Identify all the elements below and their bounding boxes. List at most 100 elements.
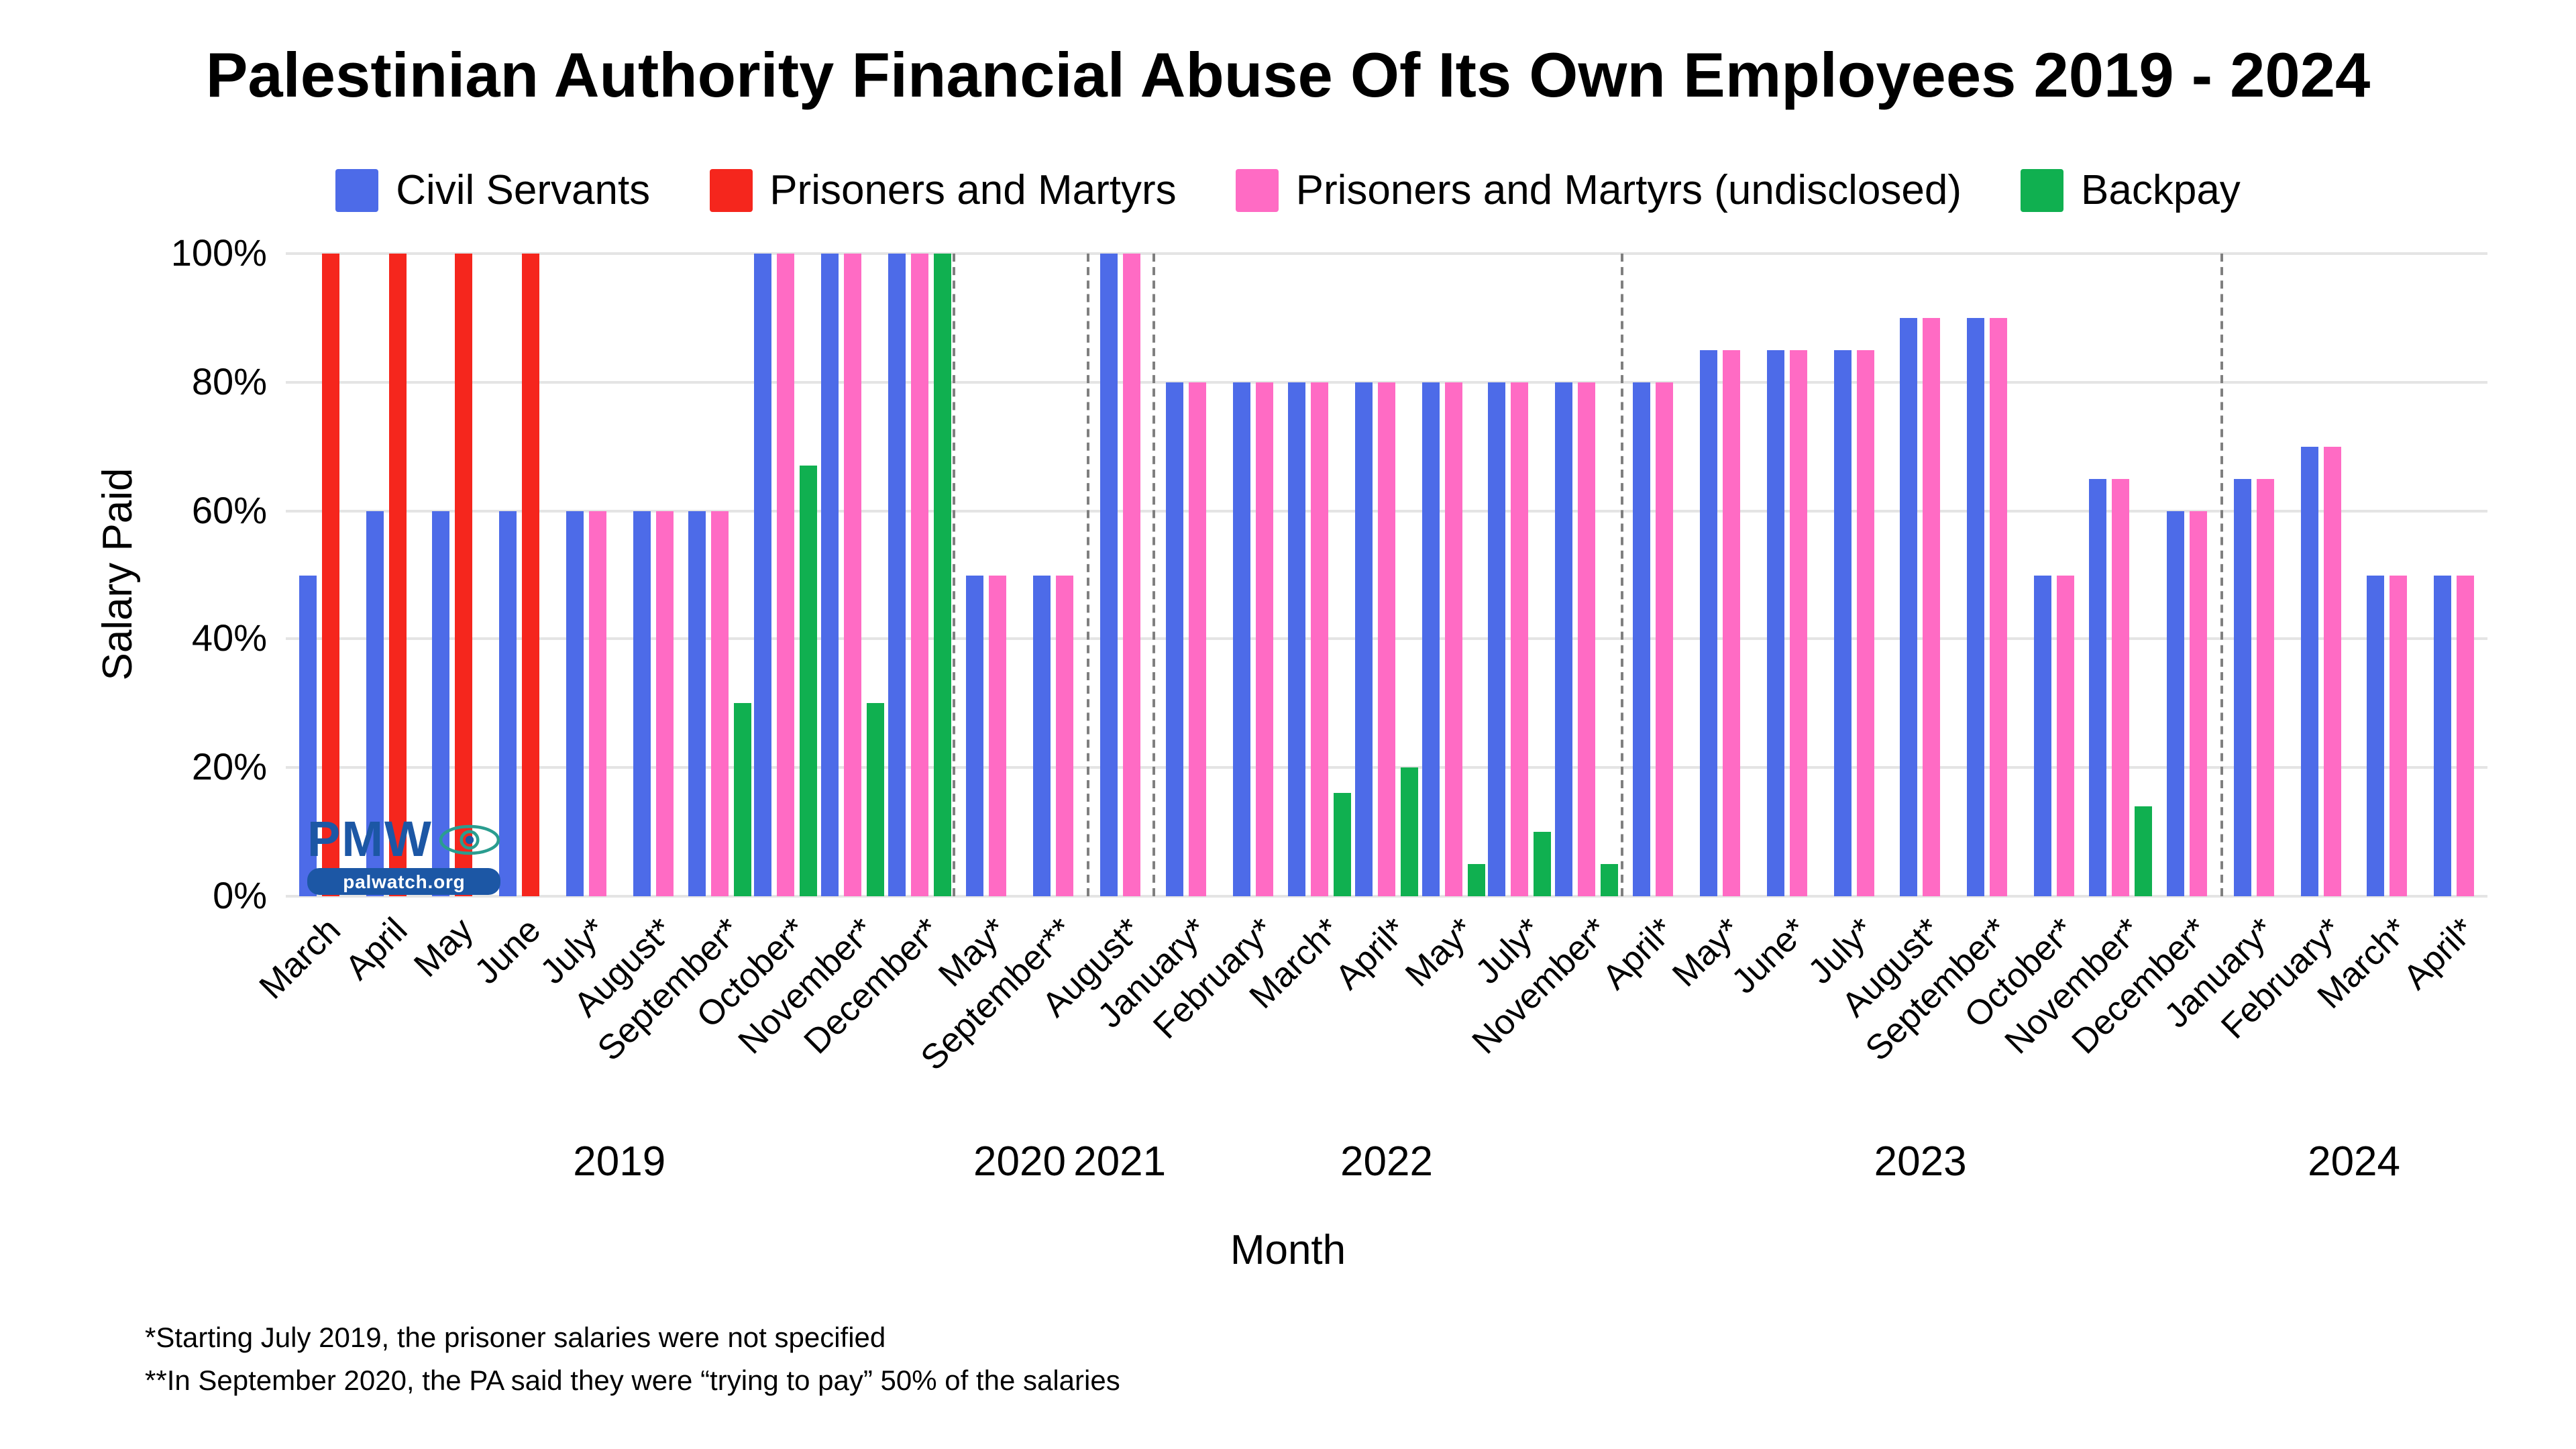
bar-undisclosed xyxy=(1923,317,1941,896)
bar-civil xyxy=(1633,382,1651,896)
legend-label-civil: Civil Servants xyxy=(396,166,651,213)
legend-swatch-civil xyxy=(335,169,379,212)
bar-backpay xyxy=(2135,806,2152,896)
x-tick-label: April* xyxy=(1594,910,1682,998)
bar-civil xyxy=(2167,511,2185,896)
bar-civil xyxy=(2233,478,2251,896)
bar-undisclosed xyxy=(844,254,862,896)
y-tick-label: 60% xyxy=(191,489,267,531)
bar-civil xyxy=(366,511,384,896)
bar-backpay xyxy=(1401,767,1418,896)
pmw-logo: PMW palwatch.org xyxy=(307,814,501,895)
gridline xyxy=(286,895,2487,898)
footnote-2: **In September 2020, the PA said they we… xyxy=(145,1366,1120,1397)
x-tick-label: May* xyxy=(1397,910,1482,995)
pmw-logo-row: PMW xyxy=(307,814,501,864)
bar-undisclosed xyxy=(2457,575,2475,896)
x-tick-label: June* xyxy=(1723,910,1816,1002)
legend: Civil Servants Prisoners and Martyrs Priso… xyxy=(0,166,2576,215)
year-separator xyxy=(1620,254,1623,896)
bar-prisoners xyxy=(388,254,407,896)
bar-civil xyxy=(821,254,839,896)
bar-civil xyxy=(2367,575,2385,896)
y-tick-label: 0% xyxy=(213,875,267,916)
chart-title: Palestinian Authority Financial Abuse Of… xyxy=(205,39,2371,110)
bar-civil xyxy=(688,511,706,896)
bar-undisclosed xyxy=(1789,350,1807,896)
bar-civil xyxy=(1833,350,1851,896)
bar-civil xyxy=(1099,254,1118,896)
bar-backpay xyxy=(1467,864,1485,896)
eye-icon xyxy=(439,824,501,855)
bar-undisclosed xyxy=(777,254,795,896)
plot-area: PMW palwatch.org xyxy=(286,252,2487,898)
legend-swatch-undisclosed xyxy=(1235,169,1279,212)
bar-undisclosed xyxy=(2112,478,2129,896)
legend-item-undisclosed: Prisoners and Martyrs (undisclosed) xyxy=(1235,166,1962,215)
bar-civil xyxy=(1555,382,1573,896)
bar-civil xyxy=(633,511,650,896)
y-tick-label: 100% xyxy=(170,232,267,274)
pmw-logo-text: PMW xyxy=(307,812,433,867)
bar-backpay xyxy=(733,703,751,896)
bar-civil xyxy=(888,254,906,896)
year-separator xyxy=(1086,254,1089,896)
bar-prisoners xyxy=(455,254,473,896)
year-label: 2023 xyxy=(1874,1138,1967,1185)
bar-undisclosed xyxy=(1723,350,1741,896)
bar-civil xyxy=(1288,382,1306,896)
legend-swatch-backpay xyxy=(2021,169,2063,212)
legend-item-prisoners: Prisoners and Martyrs xyxy=(709,166,1177,215)
bar-undisclosed xyxy=(588,511,606,896)
bar-backpay xyxy=(933,254,951,896)
bar-civil xyxy=(1032,575,1051,896)
bar-undisclosed xyxy=(989,575,1007,896)
x-tick-label: June xyxy=(466,910,548,992)
bar-undisclosed xyxy=(2390,575,2408,896)
gridline xyxy=(286,252,2487,255)
gridline xyxy=(286,380,2487,384)
bar-backpay xyxy=(1534,832,1552,896)
footnote-1: *Starting July 2019, the prisoner salari… xyxy=(145,1323,886,1354)
legend-item-backpay: Backpay xyxy=(2021,166,2241,215)
bar-civil xyxy=(299,575,317,896)
bar-backpay xyxy=(800,466,818,896)
pmw-logo-site: palwatch.org xyxy=(307,868,501,895)
x-tick-label: March xyxy=(250,910,348,1007)
bar-undisclosed xyxy=(1656,382,1674,896)
bar-undisclosed xyxy=(1378,382,1395,896)
year-separator xyxy=(953,254,956,896)
bar-civil xyxy=(499,511,517,896)
year-label: 2019 xyxy=(573,1138,666,1185)
bar-undisclosed xyxy=(1311,382,1329,896)
x-tick-label: May xyxy=(406,910,482,985)
year-label: 2021 xyxy=(1073,1138,1167,1185)
legend-label-prisoners: Prisoners and Martyrs xyxy=(769,166,1177,213)
y-tick-label: 80% xyxy=(191,360,267,402)
bar-civil xyxy=(966,575,984,896)
bar-civil xyxy=(2300,446,2318,896)
bar-undisclosed xyxy=(1189,382,1207,896)
x-axis-title: Month xyxy=(1230,1226,1346,1273)
bar-undisclosed xyxy=(655,511,673,896)
bar-backpay xyxy=(1601,864,1619,896)
x-tick-label: April* xyxy=(2395,910,2483,998)
year-label: 2022 xyxy=(1340,1138,1433,1185)
bar-undisclosed xyxy=(2323,446,2341,896)
legend-item-civil: Civil Servants xyxy=(335,166,650,215)
y-tick-label: 20% xyxy=(191,746,267,788)
bar-prisoners xyxy=(522,254,540,896)
bar-civil xyxy=(2089,478,2106,896)
bar-undisclosed xyxy=(1856,350,1874,896)
bar-civil xyxy=(1166,382,1184,896)
bar-backpay xyxy=(867,703,885,896)
year-separator xyxy=(2220,254,2224,896)
footnotes: *Starting July 2019, the prisoner salari… xyxy=(145,1318,1120,1403)
bar-civil xyxy=(1967,317,1985,896)
bar-undisclosed xyxy=(1578,382,1596,896)
year-label: 2020 xyxy=(973,1138,1066,1185)
bar-civil xyxy=(1488,382,1506,896)
bar-undisclosed xyxy=(1511,382,1529,896)
legend-swatch-prisoners xyxy=(709,169,753,212)
bar-undisclosed xyxy=(1055,575,1073,896)
